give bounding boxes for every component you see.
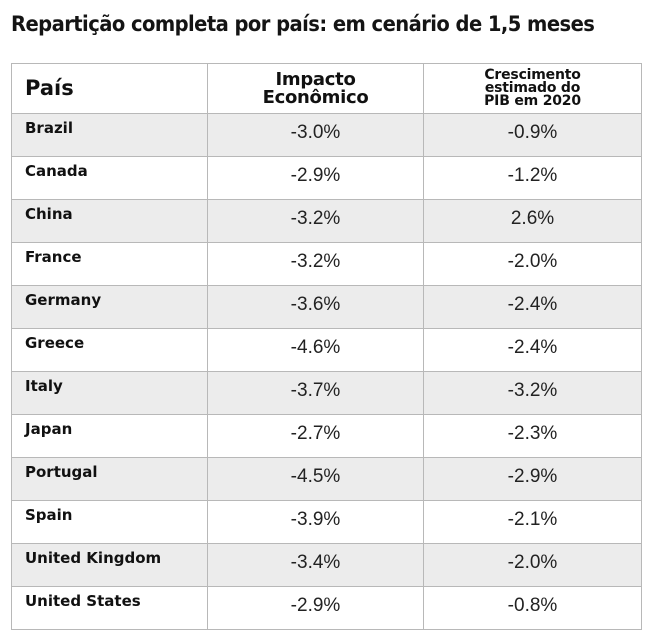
column-header-economic-impact: Impacto Econômico — [207, 63, 424, 114]
economic-impact-cell: -3.0% — [207, 113, 424, 157]
country-cell: Canada — [11, 156, 208, 200]
country-cell: France — [11, 242, 208, 286]
gdp-growth-cell: -2.4% — [423, 328, 642, 372]
economic-impact-cell: -3.9% — [207, 500, 424, 544]
economic-impact-cell: -3.2% — [207, 242, 424, 286]
gdp-growth-cell: -2.4% — [423, 285, 642, 329]
country-cell: United States — [11, 586, 208, 630]
economic-impact-cell: -3.2% — [207, 199, 424, 243]
economic-impact-cell: -2.7% — [207, 414, 424, 458]
table-row: China -3.2% 2.6% — [11, 199, 642, 243]
gdp-growth-cell: -3.2% — [423, 371, 642, 415]
table-row: Greece -4.6% -2.4% — [11, 328, 642, 372]
gdp-growth-cell: -2.9% — [423, 457, 642, 501]
table-row: Germany -3.6% -2.4% — [11, 285, 642, 329]
economic-impact-cell: -2.9% — [207, 586, 424, 630]
economic-impact-cell: -3.7% — [207, 371, 424, 415]
table-row: Brazil -3.0% -0.9% — [11, 113, 642, 157]
economic-impact-cell: -3.6% — [207, 285, 424, 329]
column-header-country: País — [11, 63, 208, 114]
country-cell: Italy — [11, 371, 208, 415]
page-title: Repartição completa por país: em cenário… — [11, 12, 595, 36]
country-breakdown-table: País Impacto Econômico Crescimento estim… — [11, 63, 642, 630]
table-row: Portugal -4.5% -2.9% — [11, 457, 642, 501]
gdp-growth-cell: -2.3% — [423, 414, 642, 458]
table-row: Spain -3.9% -2.1% — [11, 500, 642, 544]
country-cell: Germany — [11, 285, 208, 329]
economic-impact-cell: -4.5% — [207, 457, 424, 501]
economic-impact-cell: -3.4% — [207, 543, 424, 587]
gdp-growth-cell: -2.0% — [423, 543, 642, 587]
gdp-growth-cell: -1.2% — [423, 156, 642, 200]
table-row: Italy -3.7% -3.2% — [11, 371, 642, 415]
economic-impact-cell: -2.9% — [207, 156, 424, 200]
country-cell: Japan — [11, 414, 208, 458]
gdp-growth-cell: -0.9% — [423, 113, 642, 157]
table-row: United Kingdom -3.4% -2.0% — [11, 543, 642, 587]
country-cell: China — [11, 199, 208, 243]
gdp-growth-cell: -2.0% — [423, 242, 642, 286]
table-row: France -3.2% -2.0% — [11, 242, 642, 286]
country-cell: United Kingdom — [11, 543, 208, 587]
country-cell: Greece — [11, 328, 208, 372]
gdp-growth-cell: 2.6% — [423, 199, 642, 243]
table-row: Japan -2.7% -2.3% — [11, 414, 642, 458]
table-row: Canada -2.9% -1.2% — [11, 156, 642, 200]
table-header-row: País Impacto Econômico Crescimento estim… — [11, 63, 642, 114]
country-cell: Portugal — [11, 457, 208, 501]
economic-impact-cell: -4.6% — [207, 328, 424, 372]
gdp-growth-cell: -0.8% — [423, 586, 642, 630]
table-row: United States -2.9% -0.8% — [11, 586, 642, 630]
country-cell: Brazil — [11, 113, 208, 157]
column-header-gdp-growth: Crescimento estimado do PIB em 2020 — [423, 63, 642, 114]
gdp-growth-cell: -2.1% — [423, 500, 642, 544]
country-cell: Spain — [11, 500, 208, 544]
